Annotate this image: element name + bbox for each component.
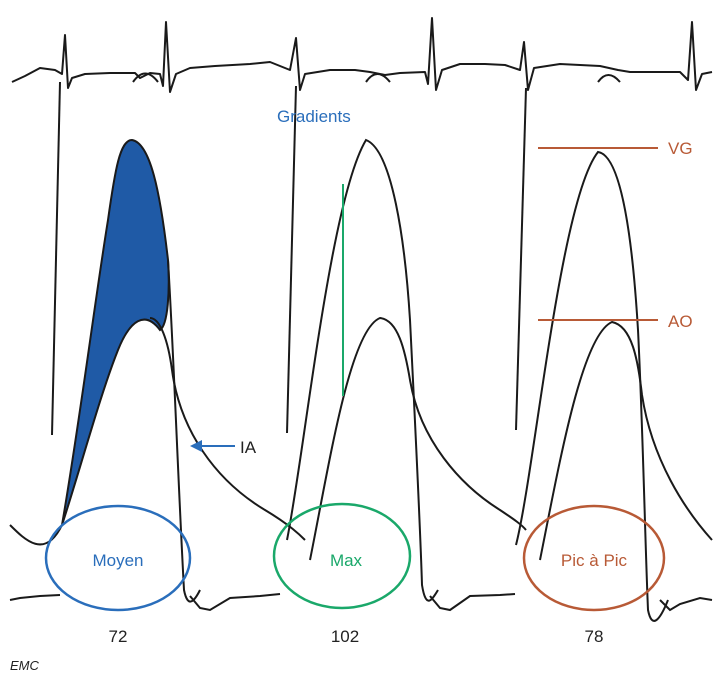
mean-ellipse: [44, 504, 192, 612]
mean-gradient-area: [61, 138, 170, 526]
baseline-trace: [9, 593, 713, 612]
pressure-drop-line-1: [51, 81, 61, 436]
ao-label: AO: [668, 312, 693, 331]
lv-pressure-curve-1: [9, 259, 201, 603]
lv-pressure-curve-2: [286, 138, 439, 602]
panel-value-mean: 72: [109, 627, 128, 646]
ao-pressure-curve-3: [539, 320, 713, 561]
emc-logo: EMC: [10, 658, 40, 673]
pressure-drop-line-3: [515, 87, 527, 431]
gradients-title: Gradients: [277, 107, 351, 126]
panel-label-mean: Moyen: [92, 551, 143, 570]
max-ellipse: [272, 502, 412, 610]
ecg-t-wave-3: [597, 74, 621, 83]
ao-pressure-curve-2: [309, 316, 527, 561]
lv-pressure-curve-3: [515, 150, 669, 622]
panel-label-max: Max: [330, 551, 363, 570]
ia-label: IA: [240, 438, 257, 457]
vg-label: VG: [668, 139, 693, 158]
ecg-t-wave-1: [132, 72, 159, 83]
pressure-drop-line-2: [286, 85, 297, 434]
panel-value-max: 102: [331, 627, 359, 646]
ecg-trace: [11, 17, 713, 93]
ia-arrow-head: [190, 440, 202, 452]
ecg-t-wave-2: [365, 73, 391, 83]
panel-label-peak: Pic à Pic: [561, 551, 628, 570]
peak-ellipse: [522, 504, 666, 612]
panel-value-peak: 78: [585, 627, 604, 646]
